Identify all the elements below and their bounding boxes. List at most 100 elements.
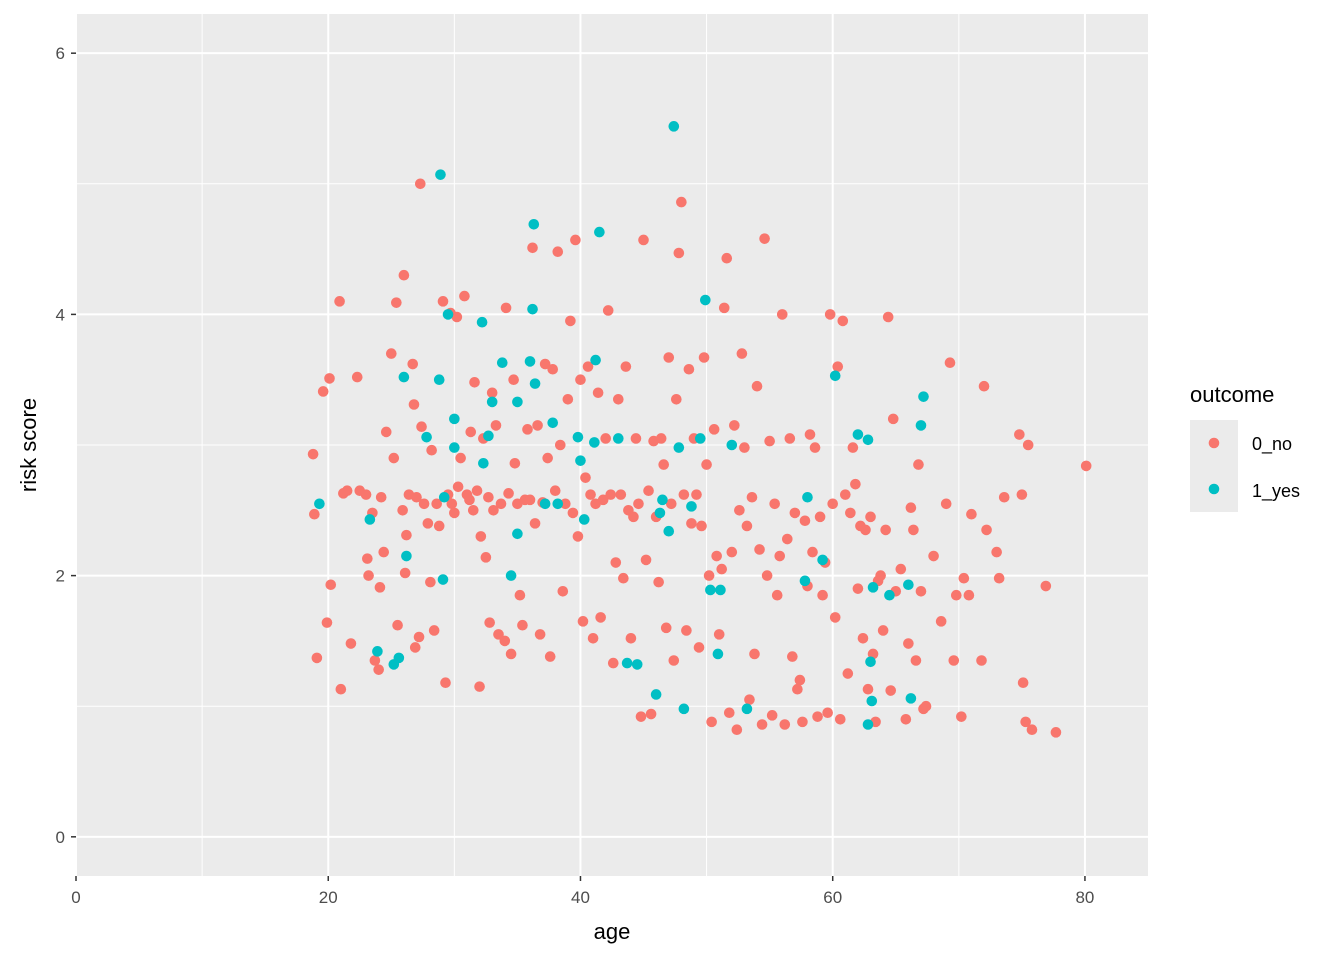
point-1-yes xyxy=(903,579,914,591)
point-0-no xyxy=(779,719,791,730)
point-0-no xyxy=(756,719,768,730)
data-points xyxy=(307,121,1092,738)
point-0-no xyxy=(529,518,541,529)
point-0-no xyxy=(562,393,574,405)
y-tick-label: 6 xyxy=(56,44,65,63)
point-0-no xyxy=(885,685,897,696)
point-0-no xyxy=(681,625,692,636)
point-0-no xyxy=(734,505,745,516)
point-1-yes xyxy=(668,121,680,132)
point-0-no xyxy=(723,707,735,719)
point-1-yes xyxy=(817,554,828,566)
point-1-yes xyxy=(613,433,624,444)
point-0-no xyxy=(948,655,960,666)
point-0-no xyxy=(991,546,1002,558)
point-1-yes xyxy=(486,396,498,408)
point-1-yes xyxy=(478,457,489,469)
point-0-no xyxy=(628,511,639,523)
point-1-yes xyxy=(915,420,927,431)
point-0-no xyxy=(321,617,333,628)
point-0-no xyxy=(845,507,856,519)
point-1-yes xyxy=(650,689,662,700)
point-0-no xyxy=(865,511,876,523)
point-0-no xyxy=(958,572,970,584)
point-1-yes xyxy=(449,413,460,425)
point-0-no xyxy=(411,491,422,503)
point-1-yes xyxy=(449,442,460,453)
point-0-no xyxy=(852,583,864,594)
point-0-no xyxy=(966,508,977,520)
point-1-yes xyxy=(512,396,523,408)
point-0-no xyxy=(607,657,619,669)
point-1-yes xyxy=(401,550,412,562)
point-0-no xyxy=(582,361,594,372)
point-0-no xyxy=(625,632,637,644)
point-0-no xyxy=(645,708,657,720)
point-1-yes xyxy=(663,525,675,537)
point-0-no xyxy=(817,589,828,601)
point-0-no xyxy=(693,642,705,653)
point-0-no xyxy=(635,711,647,722)
point-0-no xyxy=(567,507,579,519)
point-0-no xyxy=(731,724,743,736)
point-1-yes xyxy=(578,514,590,525)
point-0-no xyxy=(746,491,758,503)
point-0-no xyxy=(397,505,408,516)
point-0-no xyxy=(643,485,654,497)
point-1-yes xyxy=(862,434,874,446)
point-0-no xyxy=(539,358,551,370)
point-0-no xyxy=(708,424,720,435)
point-1-yes xyxy=(673,442,685,453)
point-0-no xyxy=(542,452,553,464)
point-0-no xyxy=(524,494,536,506)
point-0-no xyxy=(744,694,755,705)
point-0-no xyxy=(671,393,682,405)
point-0-no xyxy=(698,352,710,363)
point-0-no xyxy=(615,489,627,500)
point-0-no xyxy=(812,711,823,722)
point-0-no xyxy=(398,269,410,281)
axes: 0 20 40 60 80 0 2 4 6 xyxy=(56,44,1095,907)
point-0-no xyxy=(726,546,738,558)
point-1-yes xyxy=(364,514,376,525)
point-1-yes xyxy=(435,169,446,180)
point-0-no xyxy=(842,668,854,679)
point-0-no xyxy=(729,420,740,431)
point-0-no xyxy=(711,550,722,562)
point-0-no xyxy=(369,655,381,666)
point-1-yes xyxy=(547,417,559,429)
point-0-no xyxy=(334,296,345,307)
point-0-no xyxy=(718,302,730,314)
point-1-yes xyxy=(741,703,753,715)
point-1-yes xyxy=(433,374,445,385)
point-0-no xyxy=(401,529,412,541)
point-0-no xyxy=(488,505,499,516)
point-0-no xyxy=(391,297,402,308)
point-0-no xyxy=(437,296,449,307)
point-1-yes xyxy=(575,455,586,466)
point-0-no xyxy=(809,442,821,453)
point-0-no xyxy=(380,426,392,438)
point-0-no xyxy=(413,631,425,643)
point-0-no xyxy=(341,485,353,497)
point-0-no xyxy=(373,664,384,675)
point-0-no xyxy=(789,507,801,519)
point-1-yes xyxy=(802,491,813,503)
point-1-yes xyxy=(539,498,551,510)
point-0-no xyxy=(351,371,363,383)
point-0-no xyxy=(388,452,400,464)
point-0-no xyxy=(544,651,556,662)
point-0-no xyxy=(814,511,826,523)
point-0-no xyxy=(769,498,780,510)
point-1-yes xyxy=(442,309,454,320)
y-tick-label: 2 xyxy=(56,567,65,586)
point-0-no xyxy=(837,315,849,327)
point-0-no xyxy=(774,550,786,562)
point-0-no xyxy=(759,233,770,244)
point-0-no xyxy=(857,632,869,644)
legend-label-0-no: 0_no xyxy=(1252,434,1292,455)
point-1-yes xyxy=(512,528,523,540)
point-0-no xyxy=(640,554,652,566)
point-0-no xyxy=(547,363,559,375)
